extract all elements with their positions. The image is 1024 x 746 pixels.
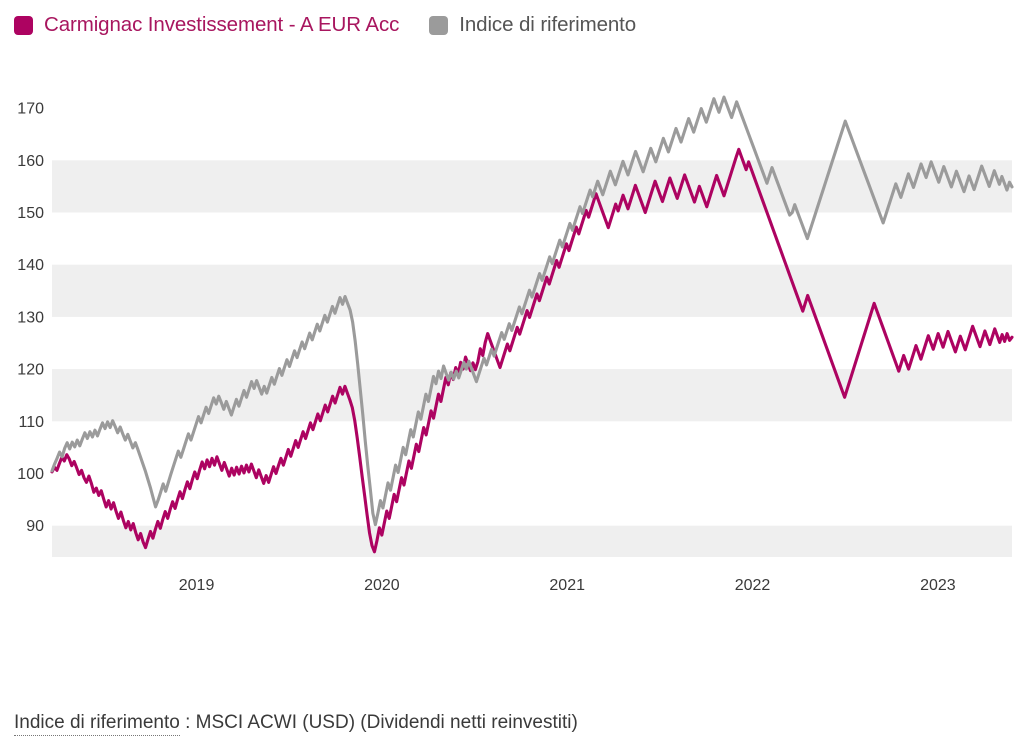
performance-chart: 90 100 110 120 130 140 150 160 170 2019 2020 2021 2… — [0, 52, 1024, 612]
x-axis-tick-label: 2023 — [920, 577, 956, 594]
y-axis-tick-label: 160 — [17, 153, 44, 170]
legend-label-fund: Carmignac Investissement - A EUR Acc — [44, 12, 400, 36]
legend-swatch-fund-icon — [14, 15, 33, 35]
y-axis-tick-group: 90 100 110 120 130 140 150 160 170 — [17, 101, 44, 536]
y-axis-tick-label: 170 — [17, 101, 44, 118]
chart-band-0 — [52, 525, 1012, 557]
chart-legend: Carmignac Investissement - A EUR Acc Ind… — [14, 8, 666, 42]
y-axis-tick-label: 140 — [17, 257, 44, 274]
y-axis-tick-label: 130 — [17, 309, 44, 326]
legend-label-index: Indice di riferimento — [459, 12, 637, 36]
legend-item-index: Indice di riferimento — [429, 12, 637, 36]
y-axis-tick-label: 110 — [18, 414, 44, 431]
series-line-fund — [50, 147, 1014, 554]
y-axis-tick-label: 90 — [26, 518, 44, 535]
x-axis-tick-label: 2021 — [549, 577, 585, 594]
y-axis-tick-label: 150 — [17, 205, 44, 222]
chart-band-1 — [52, 369, 1012, 422]
series-line-index — [50, 95, 1014, 527]
x-axis-tick-group: 2019 2020 2021 2022 2023 — [179, 577, 956, 594]
legend-swatch-index-icon — [429, 15, 449, 35]
y-axis-tick-label: 120 — [17, 362, 44, 379]
benchmark-footnote-rest: : MSCI ACWI (USD) (Dividendi netti reinv… — [179, 712, 578, 733]
x-axis-tick-label: 2020 — [364, 577, 400, 594]
chart-series-group — [50, 95, 1014, 554]
benchmark-footnote: Indice di riferimento : MSCI ACWI (USD) … — [14, 712, 578, 736]
legend-item-fund: Carmignac Investissement - A EUR Acc — [14, 12, 400, 36]
chart-band-3 — [52, 160, 1012, 213]
x-axis-tick-label: 2019 — [179, 577, 215, 594]
y-axis-tick-label: 100 — [17, 466, 44, 483]
x-axis-tick-label: 2022 — [735, 577, 771, 594]
chart-band-group — [52, 160, 1012, 557]
benchmark-footnote-term[interactable]: Indice di riferimento — [14, 712, 180, 736]
